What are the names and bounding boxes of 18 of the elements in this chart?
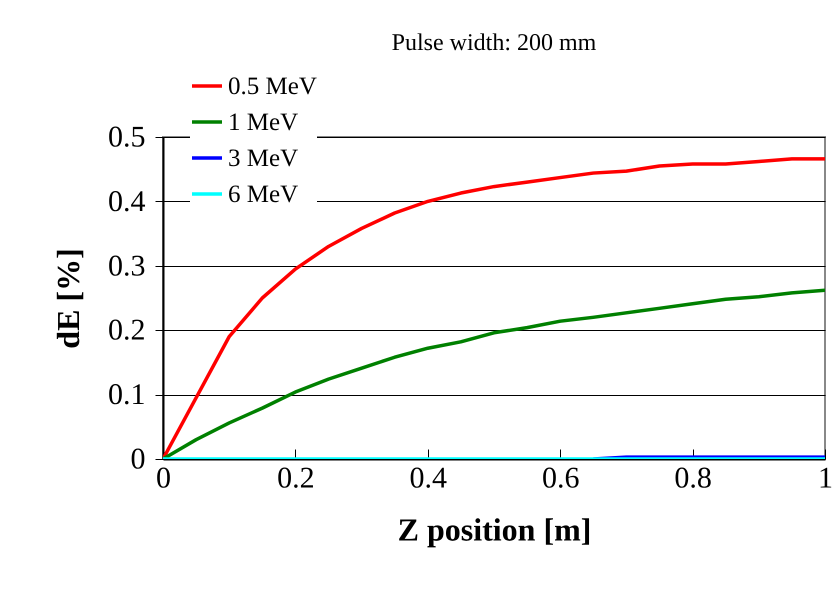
legend-label: 0.5 MeV bbox=[228, 73, 317, 100]
x-tick-label: 0 bbox=[156, 462, 171, 494]
y-tick-label: 0.3 bbox=[108, 249, 146, 282]
x-tick-label: 0.6 bbox=[542, 462, 580, 494]
x-axis-title: Z position [m] bbox=[398, 512, 592, 548]
legend-label: 1 MeV bbox=[228, 109, 298, 136]
x-tick-label: 0.2 bbox=[277, 462, 315, 494]
y-tick-label: 0.2 bbox=[108, 314, 146, 347]
x-tick-label: 1 bbox=[818, 462, 833, 494]
legend-label: 3 MeV bbox=[228, 145, 298, 172]
y-tick-label: 0.5 bbox=[108, 120, 146, 154]
y-tick-label: 0.1 bbox=[108, 378, 146, 412]
y-tick-label: 0.4 bbox=[108, 184, 146, 218]
x-tick-label: 0.4 bbox=[410, 462, 448, 494]
chart-title: Pulse width: 200 mm bbox=[392, 30, 597, 56]
legend-label: 6 MeV bbox=[228, 181, 298, 208]
y-axis-title: dE [%] bbox=[50, 248, 86, 349]
x-tick-label: 0.8 bbox=[674, 462, 712, 494]
